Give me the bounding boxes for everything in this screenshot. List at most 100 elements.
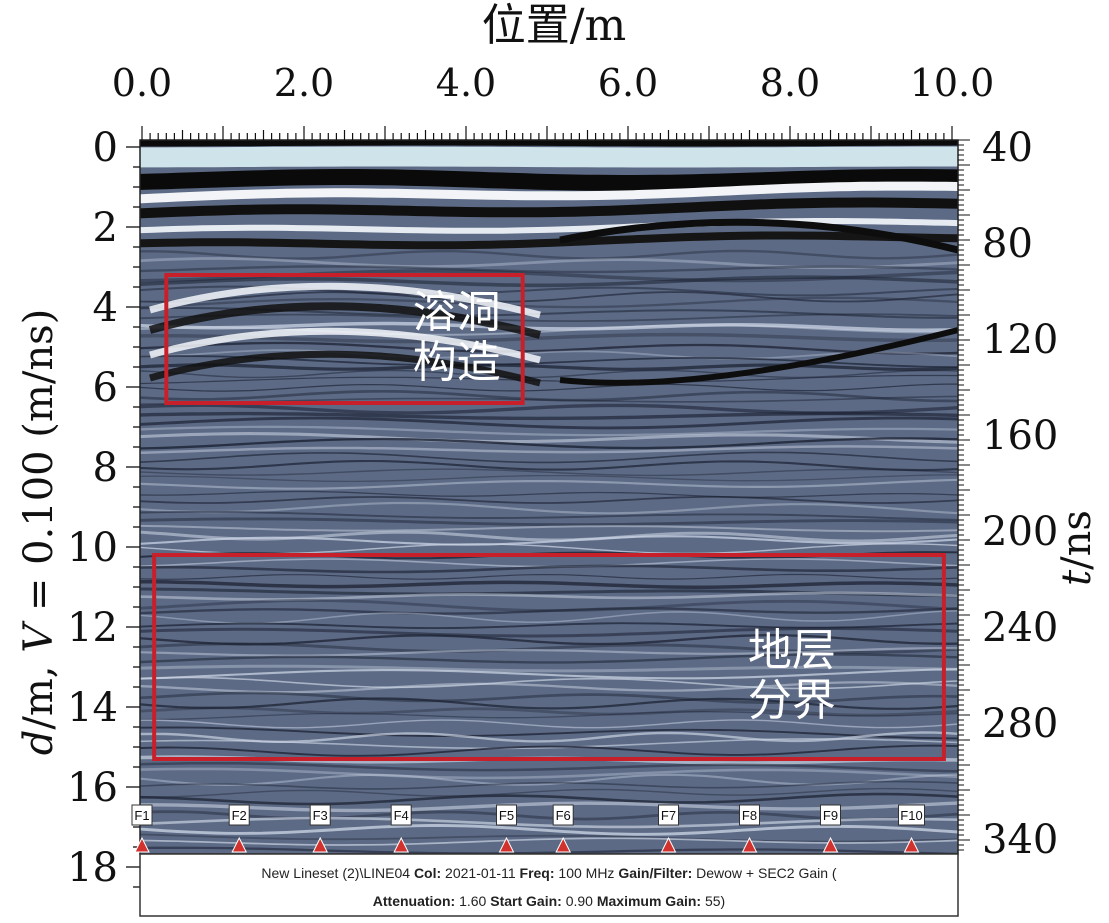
reflection-band (140, 510, 958, 521)
reflection-band (140, 501, 958, 515)
marker-triangle (393, 836, 410, 853)
marker-triangle (741, 836, 758, 853)
acquisition-info-line-1: New Lineset (2)\LINE04 Col: 2021-01-11 F… (261, 865, 837, 881)
reflection-band (140, 642, 958, 654)
top-tick-label: 0.0 (112, 61, 172, 105)
reflection-band (140, 711, 958, 721)
reflection-band (140, 647, 958, 657)
reflection-band (140, 265, 958, 274)
reflection-band (140, 634, 958, 646)
marker-triangle (498, 836, 515, 853)
reflection-band (140, 369, 958, 379)
reflection-band (140, 824, 958, 836)
reflection-band (140, 257, 958, 270)
cavity-reflection (148, 302, 542, 339)
reflection-band (140, 833, 958, 843)
reflection-band (140, 573, 958, 580)
right-tick-label: 80 (982, 221, 1033, 267)
marker-label-box (228, 804, 250, 826)
surface-reflection (140, 181, 958, 204)
left-tick-label: 6 (93, 365, 118, 411)
cavity-box (164, 273, 525, 405)
acquisition-info-box (139, 853, 959, 917)
marker-f7: F7 (658, 804, 679, 853)
marker-triangle (660, 836, 677, 853)
reflection-band (140, 837, 958, 846)
marker-label: F5 (499, 808, 514, 823)
right-tick-label: 340 (982, 817, 1058, 863)
marker-triangle (822, 836, 839, 853)
marker-triangle (312, 836, 329, 853)
reflection-band (140, 607, 958, 615)
reflection-band (140, 437, 958, 450)
reflection-band (140, 767, 958, 780)
top-tick-label: 4.0 (436, 61, 496, 105)
stratum-boundary-label: 分界 (748, 675, 836, 726)
reflection-band (140, 530, 958, 543)
marker-triangle (903, 836, 920, 853)
reflection-band (140, 706, 958, 717)
left-tick-label: 10 (67, 525, 118, 571)
reflection-band (140, 432, 958, 444)
reflection-band (140, 324, 958, 336)
marker-label: F10 (900, 808, 922, 823)
reflection-band (140, 664, 958, 673)
reflection-band (140, 738, 958, 750)
right-tick-label: 200 (982, 509, 1058, 555)
marker-label: F4 (394, 808, 409, 823)
dipping-reflection (559, 327, 958, 386)
marker-f5: F5 (496, 804, 517, 853)
stratum-boundary-label: 地层 (748, 625, 836, 676)
dipping-reflection (559, 218, 958, 254)
reflection-band (140, 681, 958, 694)
reflection-band (140, 411, 958, 421)
marker-f8: F8 (739, 804, 760, 853)
right-axis-title: t/ns (1054, 510, 1100, 586)
marker-label-box (390, 804, 412, 826)
reflection-band (140, 653, 958, 664)
marker-f9: F9 (820, 804, 841, 853)
marker-label-box (820, 804, 841, 826)
right-tick-label: 160 (982, 413, 1058, 459)
marker-triangle (231, 836, 248, 853)
marker-label: F8 (742, 808, 757, 823)
reflection-band (140, 846, 958, 854)
marker-f10: F10 (898, 804, 925, 853)
surface-reflection (140, 197, 958, 219)
reflection-band (140, 363, 958, 372)
marker-label-box (131, 804, 153, 826)
cavity-reflection (149, 350, 541, 387)
reflection-band (140, 726, 958, 740)
marker-label-box (496, 804, 517, 826)
left-tick-label: 14 (67, 685, 118, 731)
surface-reflection (140, 218, 958, 234)
marker-label: F3 (313, 808, 328, 823)
reflection-band (140, 691, 958, 704)
reflection-band (140, 676, 958, 690)
reflection-band (140, 478, 958, 490)
top-tick-label: 6.0 (598, 61, 658, 105)
reflection-band (140, 761, 958, 773)
reflection-band (140, 490, 958, 498)
acquisition-info-line-2: Attenuation: 1.60 Start Gain: 0.90 Maxim… (373, 893, 725, 909)
top-tick-label: 10.0 (910, 61, 995, 105)
reflection-band (140, 591, 958, 601)
reflection-band (140, 697, 958, 710)
reflection-band (140, 780, 958, 790)
surface-reflection (140, 146, 958, 168)
reflection-band (140, 517, 958, 527)
reflection-band (140, 425, 958, 437)
left-tick-label: 18 (67, 845, 118, 891)
marker-label: F2 (232, 808, 247, 823)
reflection-band (140, 341, 958, 355)
reflection-band (140, 719, 958, 729)
right-axis: 40 80 120 160 200 240 280 340 (958, 125, 1058, 863)
reflection-band (140, 451, 958, 464)
left-tick-label: 12 (67, 605, 118, 651)
stratum-boundary-box (152, 553, 946, 761)
marker-f2: F2 (228, 804, 250, 853)
reflection-band (140, 291, 958, 303)
reflection-band (140, 374, 958, 385)
reflection-band (140, 459, 958, 472)
